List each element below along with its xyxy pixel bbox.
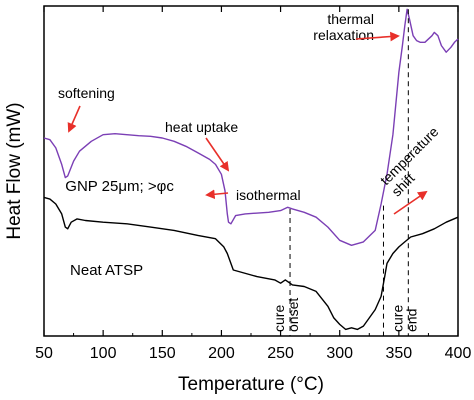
annotation-text: heat uptake [165,119,238,135]
series-label-neat-atsp: Neat ATSP [70,262,143,279]
series-line-neat-atsp [43,196,459,331]
x-tick-label: 100 [90,345,117,362]
x-tick-label: 400 [445,345,472,362]
tick-layer: 50 100 150 200 250 300 350 400 [35,6,471,362]
annotation-arrow [205,137,230,172]
y-axis-label: Heat Flow (mW) [4,102,25,239]
x-tick-label: 250 [267,345,294,362]
x-tick-label: 350 [386,345,413,362]
annotation-arrow [355,31,400,42]
annotation-arrow [67,105,81,133]
series-label-gnp: GNP 25μm; >φc [65,178,174,195]
annotation-text: softening [58,85,115,101]
x-tick-label: 150 [149,345,176,362]
x-tick-label: 200 [208,345,235,362]
annotation-arrow [205,189,229,200]
x-tick-label: 50 [35,345,53,362]
x-axis-label: Temperature (°C) [178,374,324,395]
x-tick-label: 300 [326,345,353,362]
marker-label: cureend [389,305,419,332]
annotation-text: isothermal [236,187,301,203]
annotation-arrow [393,190,428,215]
series-line-gnp [43,8,459,246]
vertical-marker-layer: cureonset cureend [271,9,419,336]
marker-label: cureonset [271,298,301,332]
series-layer: GNP 25μm; >φc Neat ATSP [43,8,459,331]
